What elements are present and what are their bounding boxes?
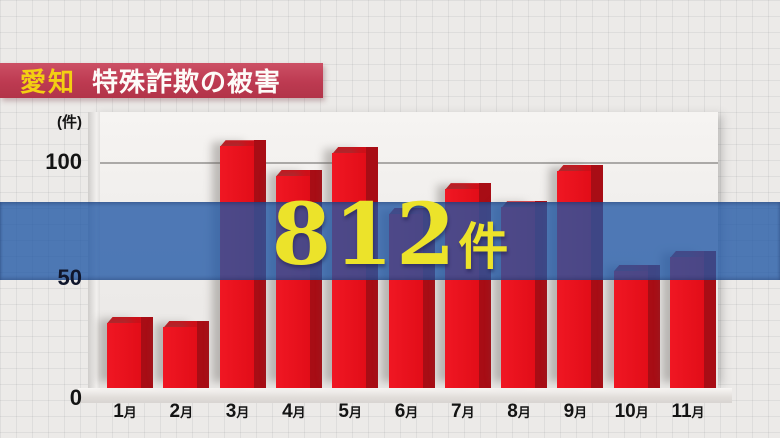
bar-front-face	[107, 322, 141, 388]
x-label-november: 11月	[657, 401, 719, 423]
bar-side-face	[647, 264, 660, 388]
x-label-september: 9月	[544, 401, 606, 423]
y-tick-50: 50	[57, 265, 82, 290]
month-suffix: 月	[517, 405, 531, 420]
x-label-august: 8月	[488, 401, 550, 423]
month-suffix: 月	[574, 405, 588, 420]
bar-front-face	[163, 327, 198, 388]
month-suffix: 月	[292, 405, 306, 420]
bar-side-face	[197, 321, 210, 388]
region-badge: 愛知	[20, 68, 77, 98]
bar-side-face	[704, 250, 716, 388]
month-suffix: 月	[348, 405, 362, 420]
month-number: 9	[563, 401, 575, 422]
total-highlight-band	[0, 202, 780, 280]
chart-floor	[78, 388, 732, 403]
x-label-march: 3月	[207, 401, 269, 423]
x-label-february: 2月	[150, 401, 212, 423]
month-number: 1	[113, 401, 124, 422]
month-number: 6	[394, 401, 406, 422]
x-label-may: 5月	[319, 401, 381, 423]
bar-top-face	[332, 147, 379, 154]
month-suffix: 月	[123, 405, 137, 420]
month-suffix: 月	[180, 405, 194, 420]
y-tick-100: 100	[45, 149, 82, 174]
gridline-100	[100, 162, 718, 164]
month-number: 10	[614, 401, 636, 422]
bar-top-face	[107, 316, 153, 324]
x-label-june: 6月	[376, 401, 438, 423]
headline-banner: 愛知 特殊詐欺の被害	[0, 63, 323, 98]
bar-top-face	[275, 169, 322, 177]
x-axis: 1月 2月 3月 4月 5月 6月 7月 8月 9月 10月 11月	[100, 401, 718, 427]
month-number: 8	[507, 401, 518, 422]
month-suffix: 月	[691, 405, 705, 420]
bar-february	[163, 112, 210, 388]
y-tick-0: 0	[69, 385, 82, 410]
bar-january	[107, 112, 153, 388]
bar-front-face	[613, 270, 648, 388]
bar-top-face	[444, 183, 491, 191]
x-label-october: 10月	[601, 401, 663, 423]
bar-october	[613, 112, 660, 388]
x-label-january: 1月	[94, 401, 156, 423]
month-number: 11	[671, 401, 692, 422]
month-number: 5	[338, 401, 349, 422]
month-suffix: 月	[635, 405, 649, 420]
x-label-april: 4月	[263, 401, 325, 423]
month-suffix: 月	[461, 405, 475, 420]
month-suffix: 月	[405, 405, 419, 420]
month-number: 7	[451, 401, 462, 422]
month-number: 2	[169, 401, 181, 422]
bar-side-face	[141, 316, 153, 388]
bar-top-face	[219, 140, 266, 148]
bar-top-face	[557, 165, 604, 172]
month-number: 3	[225, 401, 237, 422]
month-number: 4	[282, 401, 293, 422]
x-label-july: 7月	[432, 401, 494, 423]
headline-title: 特殊詐欺の被害	[92, 68, 282, 98]
y-axis-unit-label: (件)	[57, 114, 82, 131]
month-suffix: 月	[236, 405, 250, 420]
bar-top-face	[163, 321, 210, 328]
